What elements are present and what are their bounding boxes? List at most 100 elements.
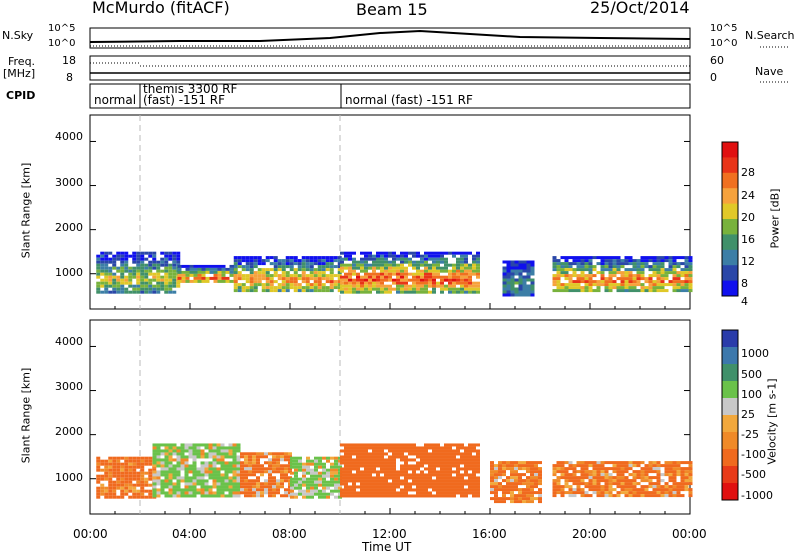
echo-cell (564, 467, 569, 471)
echo-cell (140, 287, 145, 291)
echo-cell (252, 479, 256, 483)
echo-cell (104, 269, 109, 273)
echo-cell (556, 286, 561, 290)
echo-cell (298, 483, 302, 487)
station-title: McMurdo (fitACF) (92, 0, 230, 17)
echo-cell (294, 492, 298, 496)
echo-cell (518, 497, 522, 501)
echo-cell (604, 286, 609, 290)
echo-cell (452, 251, 456, 255)
echo-cell (388, 287, 392, 291)
echo-cell (388, 482, 392, 486)
echo-cell (636, 280, 641, 284)
nave-axis-bottom: 0 (710, 71, 717, 84)
echo-cell (372, 287, 376, 291)
echo-cell (108, 272, 113, 276)
echo-cell (600, 271, 605, 275)
echo-cell (384, 287, 388, 291)
echo-cell (490, 485, 494, 489)
echo-cell (568, 491, 573, 495)
echo-cell (172, 251, 177, 255)
echo-cell (340, 290, 344, 294)
echo-cell (552, 274, 557, 278)
echo-cell (112, 266, 117, 270)
echo-cell (416, 476, 420, 480)
echo-cell (228, 488, 233, 492)
echo-cell (436, 479, 440, 483)
echo-cell (172, 275, 177, 279)
echo-cell (436, 269, 440, 273)
echo-cell (564, 271, 569, 275)
echo-cell (344, 455, 348, 459)
echo-cell (640, 289, 645, 293)
echo-cell (104, 495, 109, 499)
echo-cell (396, 494, 400, 498)
echo-cell (340, 278, 344, 282)
echo-cell (664, 461, 669, 465)
echo-cell (180, 476, 185, 480)
echo-cell (364, 281, 368, 285)
echo-cell (272, 494, 276, 498)
echo-cell (200, 470, 205, 474)
echo-cell (337, 262, 342, 266)
echo-cell (164, 290, 169, 294)
echo-cell (100, 266, 105, 270)
echo-cell (160, 443, 165, 447)
echo-cell (144, 495, 149, 499)
echo-cell (656, 482, 661, 486)
cbar1-tick-4: 4 (741, 295, 748, 308)
echo-cell (344, 482, 348, 486)
echo-cell (538, 470, 542, 474)
echo-cell (534, 482, 538, 486)
echo-cell (392, 458, 396, 462)
echo-cell (216, 482, 221, 486)
echo-cell (494, 485, 498, 489)
echo-cell (201, 273, 206, 277)
echo-cell (310, 483, 314, 487)
echo-cell (424, 467, 428, 471)
echo-cell (208, 488, 213, 492)
echo-cell (260, 464, 264, 468)
echo-cell (340, 470, 344, 474)
echo-cell (412, 467, 416, 471)
echo-cell (648, 280, 653, 284)
echo-cell (522, 278, 527, 282)
echo-cell (588, 262, 593, 266)
echo-cell (506, 461, 510, 465)
echo-cell (184, 446, 189, 450)
echo-cell (284, 470, 288, 474)
echo-cell (196, 467, 201, 471)
echo-cell (628, 289, 633, 293)
echo-cell (325, 286, 330, 290)
echo-cell (664, 271, 669, 275)
echo-cell (400, 257, 404, 261)
echo-cell (564, 286, 569, 290)
echo-cell (348, 281, 352, 285)
echo-cell (220, 443, 225, 447)
echo-cell (322, 492, 326, 496)
echo-cell (241, 268, 246, 272)
echo-cell (185, 273, 190, 277)
echo-cell (294, 474, 298, 478)
echo-cell (305, 283, 310, 287)
echo-cell (420, 476, 424, 480)
echo-cell (280, 482, 284, 486)
echo-cell (440, 488, 444, 492)
echo-cell (444, 494, 448, 498)
echo-cell (584, 461, 589, 465)
echo-cell (132, 489, 137, 493)
echo-cell (140, 263, 145, 267)
echo-cell (620, 488, 625, 492)
echo-cell (604, 289, 609, 293)
echo-cell (305, 289, 310, 293)
echo-cell (396, 443, 400, 447)
echo-cell (388, 266, 392, 270)
echo-cell (464, 263, 468, 267)
echo-cell (256, 491, 260, 495)
echo-cell (476, 443, 480, 447)
cpid-segment-normal-fast: normal (fast) -151 RF (345, 93, 473, 107)
echo-cell (273, 289, 278, 293)
echo-cell (376, 263, 380, 267)
echo-cell (136, 287, 141, 291)
echo-cell (664, 277, 669, 281)
